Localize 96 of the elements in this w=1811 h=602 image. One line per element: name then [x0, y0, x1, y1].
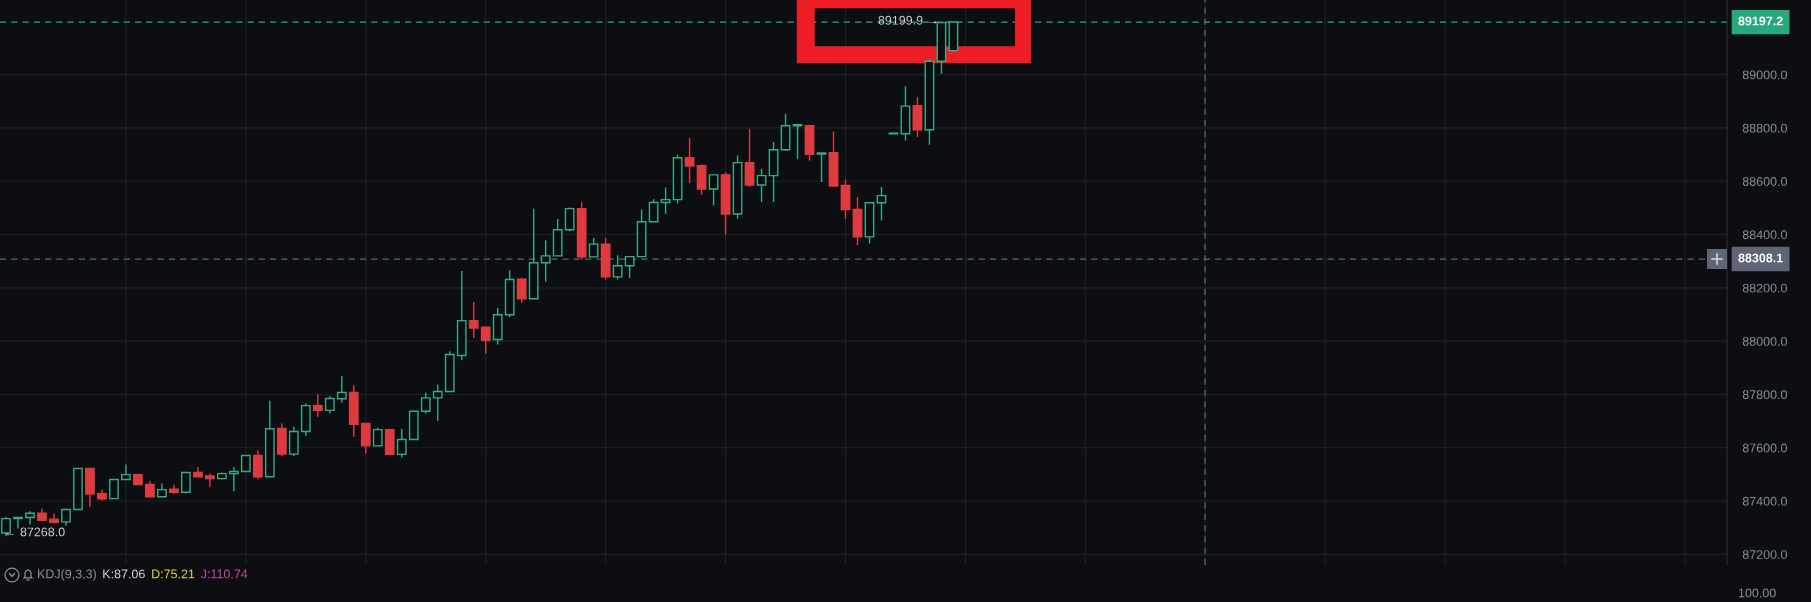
candlestick: [504, 269, 515, 318]
candlestick: [312, 393, 323, 418]
legend-label: K:87.06: [103, 569, 145, 579]
candlestick: [684, 137, 695, 184]
candlestick: [240, 454, 251, 473]
y-tick-label: 87200.0: [1742, 550, 1787, 559]
candlestick: [840, 178, 851, 220]
candlestick: [121, 463, 131, 481]
candlestick: [216, 471, 227, 481]
candlestick: [336, 375, 347, 404]
candlestick: [624, 255, 635, 279]
candlestick: [432, 383, 443, 422]
candlestick: [228, 466, 239, 492]
candlestick: [588, 237, 599, 259]
candlestick: [516, 277, 527, 304]
candlestick: [720, 171, 731, 236]
y-tick-label: 88800.0: [1742, 123, 1787, 133]
candlestick: [300, 402, 311, 437]
candlestick: [204, 472, 215, 488]
candlestick: [468, 301, 479, 339]
candlestick: [528, 207, 539, 300]
candlestick: [564, 206, 575, 233]
candlestick: [288, 425, 299, 457]
candlestick: [85, 467, 95, 508]
candlestick: [540, 239, 551, 283]
candlestick: [804, 124, 815, 162]
candlestick: [360, 422, 371, 455]
candlestick: [49, 512, 59, 525]
ref-line-label: 88308.1: [1738, 253, 1783, 263]
candlestick: [732, 154, 743, 220]
candlestick: [276, 422, 287, 457]
candlestick: [480, 326, 491, 355]
candlestick: [912, 96, 923, 138]
candlestick: [420, 392, 431, 415]
candlestick: [444, 350, 455, 393]
candlestick: [384, 428, 395, 456]
candlestick: [97, 488, 107, 502]
candlestick: [900, 85, 911, 142]
candlestick: [252, 449, 263, 480]
candlestick: [372, 427, 383, 447]
candlestick: [648, 198, 659, 224]
candlestick: [408, 410, 419, 441]
y-tick-label: 89000.0: [1742, 70, 1787, 80]
candlestick: [852, 196, 863, 246]
candlestick: [133, 472, 143, 487]
candlestick: [672, 154, 683, 205]
candlestick: [324, 395, 335, 415]
candlestick: [73, 467, 83, 511]
candlestick: [192, 466, 203, 479]
candlestick: [708, 174, 719, 207]
candlestick: [180, 471, 191, 495]
y-tick-label: 88600.0: [1742, 177, 1787, 186]
candlestick: [61, 507, 71, 527]
candlestick: [744, 128, 755, 188]
text: KDJ(9,3,3): [38, 569, 96, 581]
y-tick-label: 88200.0: [1742, 283, 1787, 293]
candlestick: [924, 57, 935, 146]
candlestick: [660, 186, 671, 215]
candlestick: [600, 237, 611, 281]
y-tick-label: 87400.0: [1742, 496, 1787, 506]
candlestick: [816, 151, 827, 183]
candlestick: [864, 202, 875, 245]
candlestick: [780, 113, 791, 152]
y-tick-label: 87800.0: [1742, 390, 1787, 400]
y-tick-label: 88400.0: [1742, 230, 1787, 240]
candlestick: [792, 122, 803, 161]
candlestick: [492, 307, 503, 346]
candlestick: [456, 270, 467, 362]
candlestick: [157, 482, 167, 499]
y-tick-label: 87600.0: [1742, 443, 1787, 453]
candlestick: [876, 186, 887, 222]
legend-label: D:75.21: [152, 569, 195, 579]
legend-label: J:110.74: [200, 569, 248, 579]
ref-line-label: 89197.2: [1738, 16, 1783, 26]
candlestick: [636, 208, 647, 258]
annotation: 89199.9 →: [878, 15, 937, 25]
candlestick: [109, 478, 119, 500]
candlestick: [936, 20, 947, 75]
candlestick: [612, 254, 623, 281]
candlestick: [264, 400, 275, 478]
candlestick: [828, 130, 839, 187]
candlestick: [396, 428, 407, 459]
candlestick: [552, 218, 563, 258]
candlestick: [25, 510, 35, 526]
candlestick: [756, 168, 767, 203]
candlestick: [145, 480, 155, 499]
candlestick: [348, 384, 359, 438]
candlestick: [576, 201, 587, 261]
candlestick: [696, 163, 707, 196]
candlestick: [768, 141, 779, 203]
candlestick: [169, 483, 179, 495]
candlestick: [37, 507, 47, 522]
annotation: ← 87268.0: [6, 527, 65, 537]
candlestick: [948, 20, 959, 53]
text: 100.00: [1738, 588, 1776, 598]
y-tick-label: 88000.0: [1742, 336, 1787, 346]
